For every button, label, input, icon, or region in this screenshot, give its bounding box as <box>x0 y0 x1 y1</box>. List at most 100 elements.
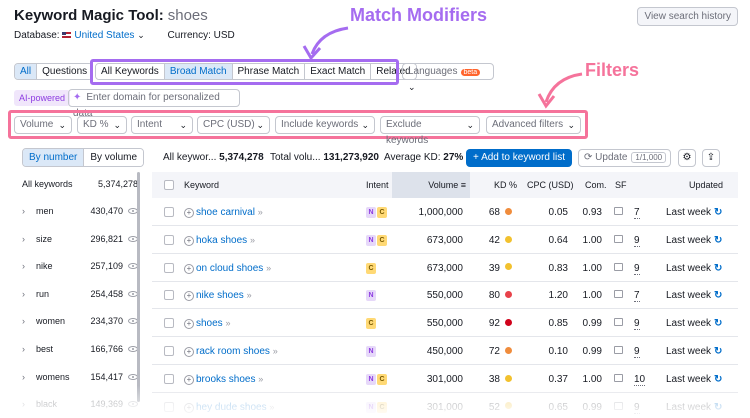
export-button[interactable]: ⇪ <box>702 149 720 167</box>
sidebar-group-item[interactable]: › black 149,369 <box>22 390 138 418</box>
sf-cell[interactable]: 9 <box>634 346 640 358</box>
sidebar-group-item[interactable]: › women 234,370 <box>22 307 138 335</box>
header-intent[interactable]: Intent <box>366 180 389 190</box>
intent-filter[interactable]: Intent ⌄ <box>131 116 193 134</box>
tab-broad-match[interactable]: Broad Match <box>164 64 233 79</box>
volume-filter[interactable]: Volume ⌄ <box>14 116 72 134</box>
header-sf[interactable]: SF <box>615 180 627 190</box>
intent-badge: N <box>366 346 376 357</box>
sf-cell[interactable]: 9 <box>634 401 640 414</box>
view-search-history-button[interactable]: View search history <box>637 7 738 26</box>
questions-toggle[interactable]: Questions <box>37 64 93 79</box>
sf-cell[interactable]: 10 <box>634 373 646 386</box>
select-all-checkbox[interactable] <box>164 180 174 190</box>
sidebar-group-item[interactable]: › men 430,470 <box>22 197 138 225</box>
sf-cell[interactable]: 7 <box>634 207 640 219</box>
database-selector[interactable]: United States ⌄ <box>62 30 145 41</box>
cpc-filter[interactable]: CPC (USD) ⌄ <box>197 116 270 134</box>
header-cpc[interactable]: CPC (USD) <box>527 180 574 190</box>
sf-cell[interactable]: 7 <box>634 290 640 303</box>
double-chevron-icon[interactable]: » <box>249 234 255 245</box>
by-volume-toggle[interactable]: By volume <box>84 149 144 166</box>
tab-exact-match[interactable]: Exact Match <box>305 64 372 79</box>
sidebar-group-item[interactable]: › size 296,821 <box>22 225 138 253</box>
table-header: Keyword Intent Volume ≡ KD % CPC (USD) C… <box>152 172 738 198</box>
intent-badge: N <box>366 207 376 218</box>
row-checkbox[interactable] <box>164 290 174 301</box>
keyword-link[interactable]: rack room shoes <box>196 346 270 357</box>
double-chevron-icon[interactable]: » <box>269 401 275 412</box>
keyword-link[interactable]: nike shoes <box>196 290 244 302</box>
add-keyword-icon[interactable]: + <box>184 235 194 246</box>
settings-button[interactable]: ⚙ <box>678 149 696 167</box>
sf-cell[interactable]: 9 <box>634 262 640 275</box>
domain-input[interactable]: ✦ Enter domain for personalized data <box>68 89 240 119</box>
refresh-icon[interactable]: ↻ <box>714 207 723 218</box>
add-keyword-icon[interactable]: + <box>184 291 194 302</box>
row-checkbox[interactable] <box>164 234 174 245</box>
sidebar-group-item[interactable]: › best 166,766 <box>22 335 138 363</box>
keyword-link[interactable]: brooks shoes <box>196 373 256 385</box>
row-checkbox[interactable] <box>164 373 174 384</box>
table-row: + on cloud shoes » C 673,000 39 0.83 1.00 9 Last… <box>152 254 738 282</box>
sidebar-group-item[interactable]: › nike 257,109 <box>22 252 138 280</box>
refresh-icon[interactable]: ↻ <box>714 401 723 413</box>
row-checkbox[interactable] <box>164 207 174 217</box>
header-volume[interactable]: Volume ≡ <box>392 172 470 198</box>
keyword-link[interactable]: shoes <box>196 318 223 330</box>
refresh-icon[interactable]: ↻ <box>714 318 723 330</box>
row-checkbox[interactable] <box>164 262 174 273</box>
refresh-icon[interactable]: ↻ <box>714 373 723 385</box>
row-checkbox[interactable] <box>164 346 174 356</box>
add-keyword-icon[interactable]: + <box>184 208 194 218</box>
keyword-link[interactable]: shoe carnival <box>196 207 255 218</box>
header-com[interactable]: Com. <box>585 180 607 190</box>
advanced-filters[interactable]: Advanced filters ⌄ <box>486 116 581 134</box>
intent-badge: C <box>377 373 387 385</box>
add-keyword-icon[interactable]: + <box>184 374 194 385</box>
add-keyword-icon[interactable]: + <box>184 347 194 357</box>
double-chevron-icon[interactable]: » <box>257 207 263 217</box>
update-button[interactable]: ⟳ Update 1/1,000 <box>578 149 671 167</box>
cpc-cell: 0.65 <box>548 401 568 413</box>
add-keyword-icon[interactable]: + <box>184 402 194 413</box>
sidebar-scrollbar[interactable] <box>137 172 140 402</box>
sidebar-group-item[interactable]: › run 254,458 <box>22 280 138 308</box>
double-chevron-icon[interactable]: » <box>266 262 272 273</box>
exclude-keywords-filter[interactable]: Exclude keywords ⌄ <box>380 116 480 146</box>
tab-phrase-match[interactable]: Phrase Match <box>232 64 306 79</box>
refresh-icon[interactable]: ↻ <box>714 234 723 246</box>
row-checkbox[interactable] <box>164 401 174 412</box>
double-chevron-icon[interactable]: » <box>258 373 264 384</box>
header-keyword[interactable]: Keyword <box>184 180 220 190</box>
sidebar-group-item[interactable]: › womens 154,417 <box>22 363 138 391</box>
add-to-keyword-list-button[interactable]: + Add to keyword list <box>466 149 572 167</box>
keyword-link[interactable]: on cloud shoes <box>196 262 264 274</box>
refresh-icon[interactable]: ↻ <box>714 262 723 274</box>
eye-icon[interactable] <box>128 401 138 408</box>
row-checkbox[interactable] <box>164 318 174 329</box>
by-number-toggle[interactable]: By number <box>23 149 85 166</box>
tab-all-keywords[interactable]: All Keywords <box>96 64 165 79</box>
all-toggle[interactable]: All <box>15 64 38 79</box>
keyword-link[interactable]: hoka shoes <box>196 234 248 246</box>
volume-cell: 673,000 <box>426 234 463 246</box>
add-keyword-icon[interactable]: + <box>184 319 194 330</box>
double-chevron-icon[interactable]: » <box>272 346 278 356</box>
header-updated[interactable]: Updated <box>689 180 724 190</box>
sf-cell[interactable]: 9 <box>634 234 640 247</box>
kd-filter[interactable]: KD % ⌄ <box>77 116 127 134</box>
refresh-icon[interactable]: ↻ <box>714 290 723 302</box>
add-keyword-icon[interactable]: + <box>184 263 194 274</box>
double-chevron-icon[interactable]: » <box>246 290 252 301</box>
languages-dropdown[interactable]: Languages beta ⌄ <box>402 63 494 92</box>
double-chevron-icon[interactable]: » <box>225 318 231 329</box>
sidebar-all-keywords[interactable]: All keywords 5,374,278 <box>22 179 138 189</box>
sf-cell[interactable]: 9 <box>634 318 640 331</box>
tab-related[interactable]: Related <box>371 64 416 79</box>
include-keywords-filter[interactable]: Include keywords ⌄ <box>275 116 375 134</box>
header-kd[interactable]: KD % <box>494 180 518 190</box>
intent-badge: N <box>366 234 376 246</box>
keyword-link[interactable]: hey dude shoes <box>196 401 267 413</box>
refresh-icon[interactable]: ↻ <box>714 346 723 357</box>
